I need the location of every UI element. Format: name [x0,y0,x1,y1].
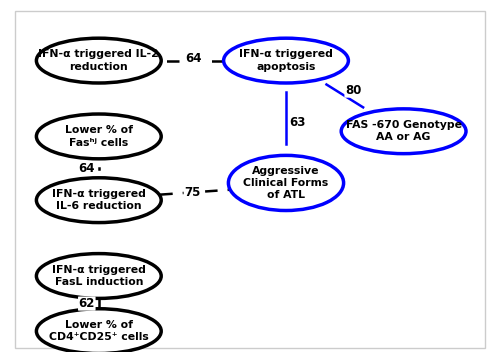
Ellipse shape [36,253,161,298]
Text: 62: 62 [78,297,95,310]
Ellipse shape [224,38,348,83]
Text: IFN-α triggered
FasL induction: IFN-α triggered FasL induction [52,265,146,287]
Text: IFN-α triggered IL-2
reduction: IFN-α triggered IL-2 reduction [38,50,159,72]
Ellipse shape [36,309,161,354]
Ellipse shape [36,178,161,223]
Text: 64: 64 [78,162,95,175]
Text: 75: 75 [184,186,200,199]
Ellipse shape [36,38,161,83]
Text: 63: 63 [289,116,305,129]
Text: Lower % of
CD4⁺CD25⁺ cells: Lower % of CD4⁺CD25⁺ cells [49,320,148,342]
Text: 64: 64 [185,52,202,65]
Ellipse shape [341,109,466,154]
Text: Aggressive
Clinical Forms
of ATL: Aggressive Clinical Forms of ATL [244,165,328,200]
Text: Lower % of
Fasʰʲ cells: Lower % of Fasʰʲ cells [65,125,133,148]
Ellipse shape [36,114,161,159]
Text: FAS -670 Genotype
AA or AG: FAS -670 Genotype AA or AG [346,120,462,143]
Text: IFN-α triggered
IL-6 reduction: IFN-α triggered IL-6 reduction [52,189,146,211]
Text: IFN-α triggered
apoptosis: IFN-α triggered apoptosis [239,50,333,72]
Text: 80: 80 [345,84,362,97]
Ellipse shape [228,155,344,210]
